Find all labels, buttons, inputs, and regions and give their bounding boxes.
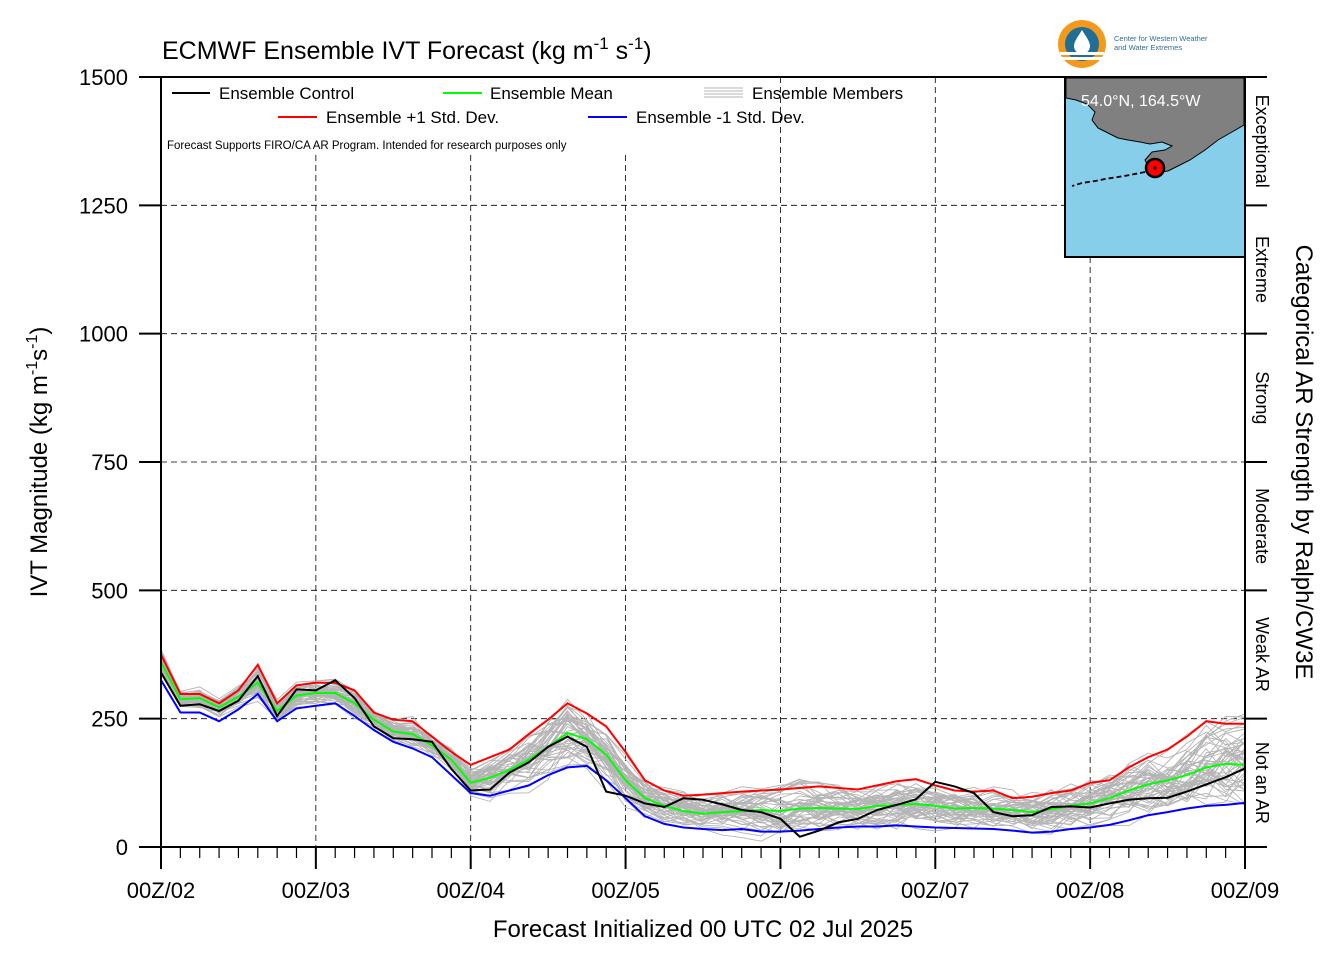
y-tick-label: 250 [91, 707, 128, 732]
y-tick-label: 500 [91, 578, 128, 603]
legend-minus-label: Ensemble -1 Std. Dev. [636, 108, 805, 127]
category-label: Moderate [1252, 488, 1272, 564]
logo-text-line2: and Water Extremes [1114, 43, 1182, 52]
logo-text-line1: Center for Western Weather [1114, 34, 1208, 43]
x-tick-label: 00Z/02 [127, 878, 196, 903]
logo-drop-icon [1074, 30, 1090, 54]
x-tick-label: 00Z/09 [1211, 878, 1280, 903]
ensemble-member-line [160, 656, 1246, 829]
chart-title-close: ) [643, 37, 651, 65]
location-map-inset: 54.0°N, 164.5°W [1064, 76, 1246, 258]
plus-std-line [160, 654, 1245, 800]
right-axis-label: Categorical AR Strength by Ralph/CW3E [1290, 245, 1317, 680]
x-tick-label: 00Z/06 [746, 878, 815, 903]
x-tick-label: 00Z/04 [436, 878, 505, 903]
ensemble-members [160, 648, 1246, 842]
category-label: Extreme [1252, 236, 1272, 303]
grid [161, 77, 1245, 847]
ensemble-member-line [160, 649, 1246, 823]
category-label: Not an AR [1252, 742, 1272, 824]
minus-std-line [160, 679, 1246, 834]
y-axis-label-s: s [26, 349, 53, 361]
ensemble-member-line [160, 663, 1246, 830]
x-tick-label: 00Z/08 [1056, 878, 1125, 903]
y-axis-label-close: ) [26, 327, 53, 335]
control-line [160, 671, 1246, 838]
ensemble-member-line [160, 665, 1246, 830]
y-axis-label-text: IVT Magnitude (kg m [26, 375, 53, 597]
series-lines [160, 654, 1246, 838]
chart-title: ECMWF Ensemble IVT Forecast (kg m-1 s-1) [162, 34, 652, 65]
legend: Ensemble Control Ensemble Mean Ensemble … [167, 84, 903, 152]
research-note: Forecast Supports FIRO/CA AR Program. In… [167, 140, 567, 152]
legend-control-label: Ensemble Control [219, 84, 354, 103]
category-label: Exceptional [1252, 95, 1272, 188]
category-axis: Not an AR Weak AR Moderate Strong Extreme Exc… [1244, 76, 1272, 848]
legend-members-label: Ensemble Members [752, 84, 903, 103]
chart-title-sup1: -1 [594, 34, 609, 53]
location-marker-center [1153, 166, 1157, 170]
ensemble-member-line [160, 663, 1246, 827]
x-axis-label: Forecast Initialized 00 UTC 02 Jul 2025 [493, 916, 913, 943]
chart-title-text: ECMWF Ensemble IVT Forecast (kg m [162, 37, 594, 65]
map-land-islands [1071, 171, 1146, 187]
mean-line [160, 661, 1246, 815]
y-tick-label: 1500 [79, 65, 128, 90]
y-tick-label: 0 [116, 835, 128, 860]
cw3e-logo: Center for Western Weather and Water Ext… [1058, 20, 1208, 68]
x-tick-label: 00Z/07 [901, 878, 970, 903]
y-axis-label: IVT Magnitude (kg m-1s-1) [24, 327, 53, 598]
chart-title-sup2: -1 [628, 34, 643, 53]
ensemble-member-line [160, 660, 1246, 816]
ensemble-member-line [160, 663, 1246, 817]
chart-title-s: s [609, 37, 628, 65]
y-tick-label: 1000 [79, 322, 128, 347]
y-tick-label: 750 [91, 450, 128, 475]
legend-plus-label: Ensemble +1 Std. Dev. [326, 108, 499, 127]
y-axis-label-sup2: -1 [24, 335, 41, 349]
x-tick-label: 00Z/03 [282, 878, 351, 903]
category-label: Strong [1252, 371, 1272, 424]
x-tick-label: 00Z/05 [591, 878, 660, 903]
ensemble-member-line [160, 659, 1246, 821]
legend-members-swatch [704, 87, 743, 98]
y-axis-label-sup1: -1 [24, 361, 41, 375]
map-location-label: 54.0°N, 164.5°W [1081, 93, 1201, 110]
legend-mean-label: Ensemble Mean [490, 84, 613, 103]
category-label: Weak AR [1252, 617, 1272, 692]
y-tick-label: 1250 [79, 193, 128, 218]
logo-waves-2 [1060, 57, 1104, 60]
map-land-alaska [1065, 77, 1245, 173]
y-axis: 0 250 500 750 1000 1250 1500 [79, 65, 161, 860]
x-axis: 00Z/02 00Z/03 00Z/04 00Z/05 00Z/06 00Z/07 00Z/… [127, 847, 1280, 903]
